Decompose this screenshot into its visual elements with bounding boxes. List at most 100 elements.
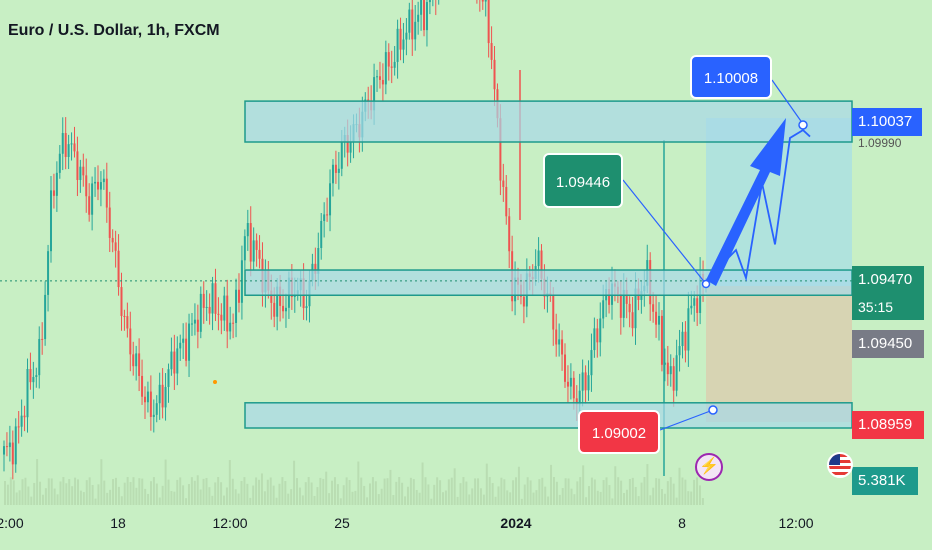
candle-body (67, 144, 70, 157)
volume-bar (234, 489, 237, 505)
volume-bar (30, 496, 33, 505)
volume-bar (39, 481, 42, 505)
stop-price-label: 1.08959 (852, 411, 924, 439)
candle-body (152, 414, 155, 417)
volume-bar (675, 497, 678, 505)
candle-body (687, 308, 690, 351)
volume-bar (634, 486, 637, 505)
volume-bar (18, 490, 21, 505)
candle-body (91, 183, 94, 215)
volume-bar (538, 479, 541, 505)
candle-body (11, 442, 14, 465)
candle-body (331, 164, 334, 184)
candle-body (143, 396, 146, 403)
volume-bar (331, 480, 334, 505)
volume-bar (442, 492, 444, 505)
volume-bar (249, 497, 252, 505)
volume-bar (547, 496, 550, 505)
candle-body (237, 289, 240, 303)
candle-body (49, 190, 52, 252)
candle-body (167, 369, 170, 387)
candle-body (340, 141, 343, 169)
volume-bar (50, 478, 53, 505)
candle-body (373, 77, 376, 111)
volume-bar (36, 459, 39, 505)
candle-body (99, 182, 102, 190)
volume-bar (558, 494, 561, 505)
candle-body (505, 186, 508, 217)
volume-bar (617, 477, 620, 505)
candle-body (329, 183, 332, 216)
candle-body (211, 283, 214, 314)
volume-bar (669, 477, 672, 505)
resistance-pointer (622, 179, 707, 285)
candle-body (246, 223, 249, 237)
lightning-icon[interactable]: ⚡ (695, 453, 723, 481)
volume-bar (465, 481, 468, 505)
support-callout[interactable]: 1.09002 (578, 410, 660, 454)
bullish-arrow (706, 118, 786, 286)
candle-body (70, 143, 73, 145)
candle-body (490, 43, 493, 60)
volume-bar (114, 477, 117, 505)
volume-bar (509, 492, 512, 505)
volume-bar (21, 479, 24, 505)
candle-body (102, 178, 105, 183)
volume-bar (459, 483, 462, 505)
volume-bar (106, 492, 109, 505)
candle-body (173, 351, 176, 374)
volume-bar (663, 493, 666, 505)
volume-bar (109, 489, 112, 505)
candle-body (384, 52, 387, 85)
candle-body (346, 135, 349, 153)
volume-bar (409, 477, 412, 505)
time-label-5: 8 (678, 515, 686, 531)
us-flag-icon[interactable] (827, 452, 853, 478)
candle-body (381, 79, 384, 85)
volume-bar (150, 481, 152, 505)
volume-bar (366, 497, 369, 505)
candle-body (684, 331, 687, 351)
volume-bar (666, 481, 669, 505)
target-callout[interactable]: 1.10008 (690, 55, 772, 99)
volume-bar (310, 482, 313, 505)
volume-bar (471, 488, 474, 505)
volume-bar (53, 488, 56, 505)
volume-label: 5.381K (852, 467, 918, 495)
volume-bar (266, 479, 269, 505)
volume-bar (535, 490, 538, 505)
volume-bar (576, 481, 579, 505)
resistance-callout[interactable]: 1.09446 (543, 153, 623, 208)
volume-bar (91, 484, 94, 505)
candle-body (76, 151, 79, 181)
volume-bar (453, 468, 456, 505)
candle-body (158, 384, 161, 404)
middle-zone (244, 269, 853, 296)
volume-bar (202, 478, 205, 505)
volume-bar (71, 486, 74, 505)
volume-bar (412, 479, 415, 505)
support-zone (244, 402, 853, 429)
volume-bar (193, 480, 196, 505)
volume-bar (392, 495, 395, 505)
candle-body (243, 236, 246, 261)
volume-bar (65, 483, 68, 505)
volume-bar (41, 494, 44, 505)
candle-body (575, 398, 578, 405)
volume-bar (196, 475, 199, 505)
volume-bar (307, 477, 310, 505)
volume-bar (401, 482, 404, 505)
candle-body (420, 0, 423, 15)
volume-bar (623, 492, 626, 505)
volume-bar (97, 484, 100, 505)
volume-bar (126, 477, 129, 505)
candle-body (226, 295, 229, 332)
volume-bar (47, 478, 50, 505)
chart-title: Euro / U.S. Dollar, 1h, FXCM (8, 22, 220, 39)
candle-body (681, 331, 684, 347)
volume-bar (444, 490, 447, 505)
axis-price-hidden-top: 1.09990 (858, 136, 902, 150)
volume-bar (447, 479, 450, 505)
candle-body (396, 28, 399, 62)
